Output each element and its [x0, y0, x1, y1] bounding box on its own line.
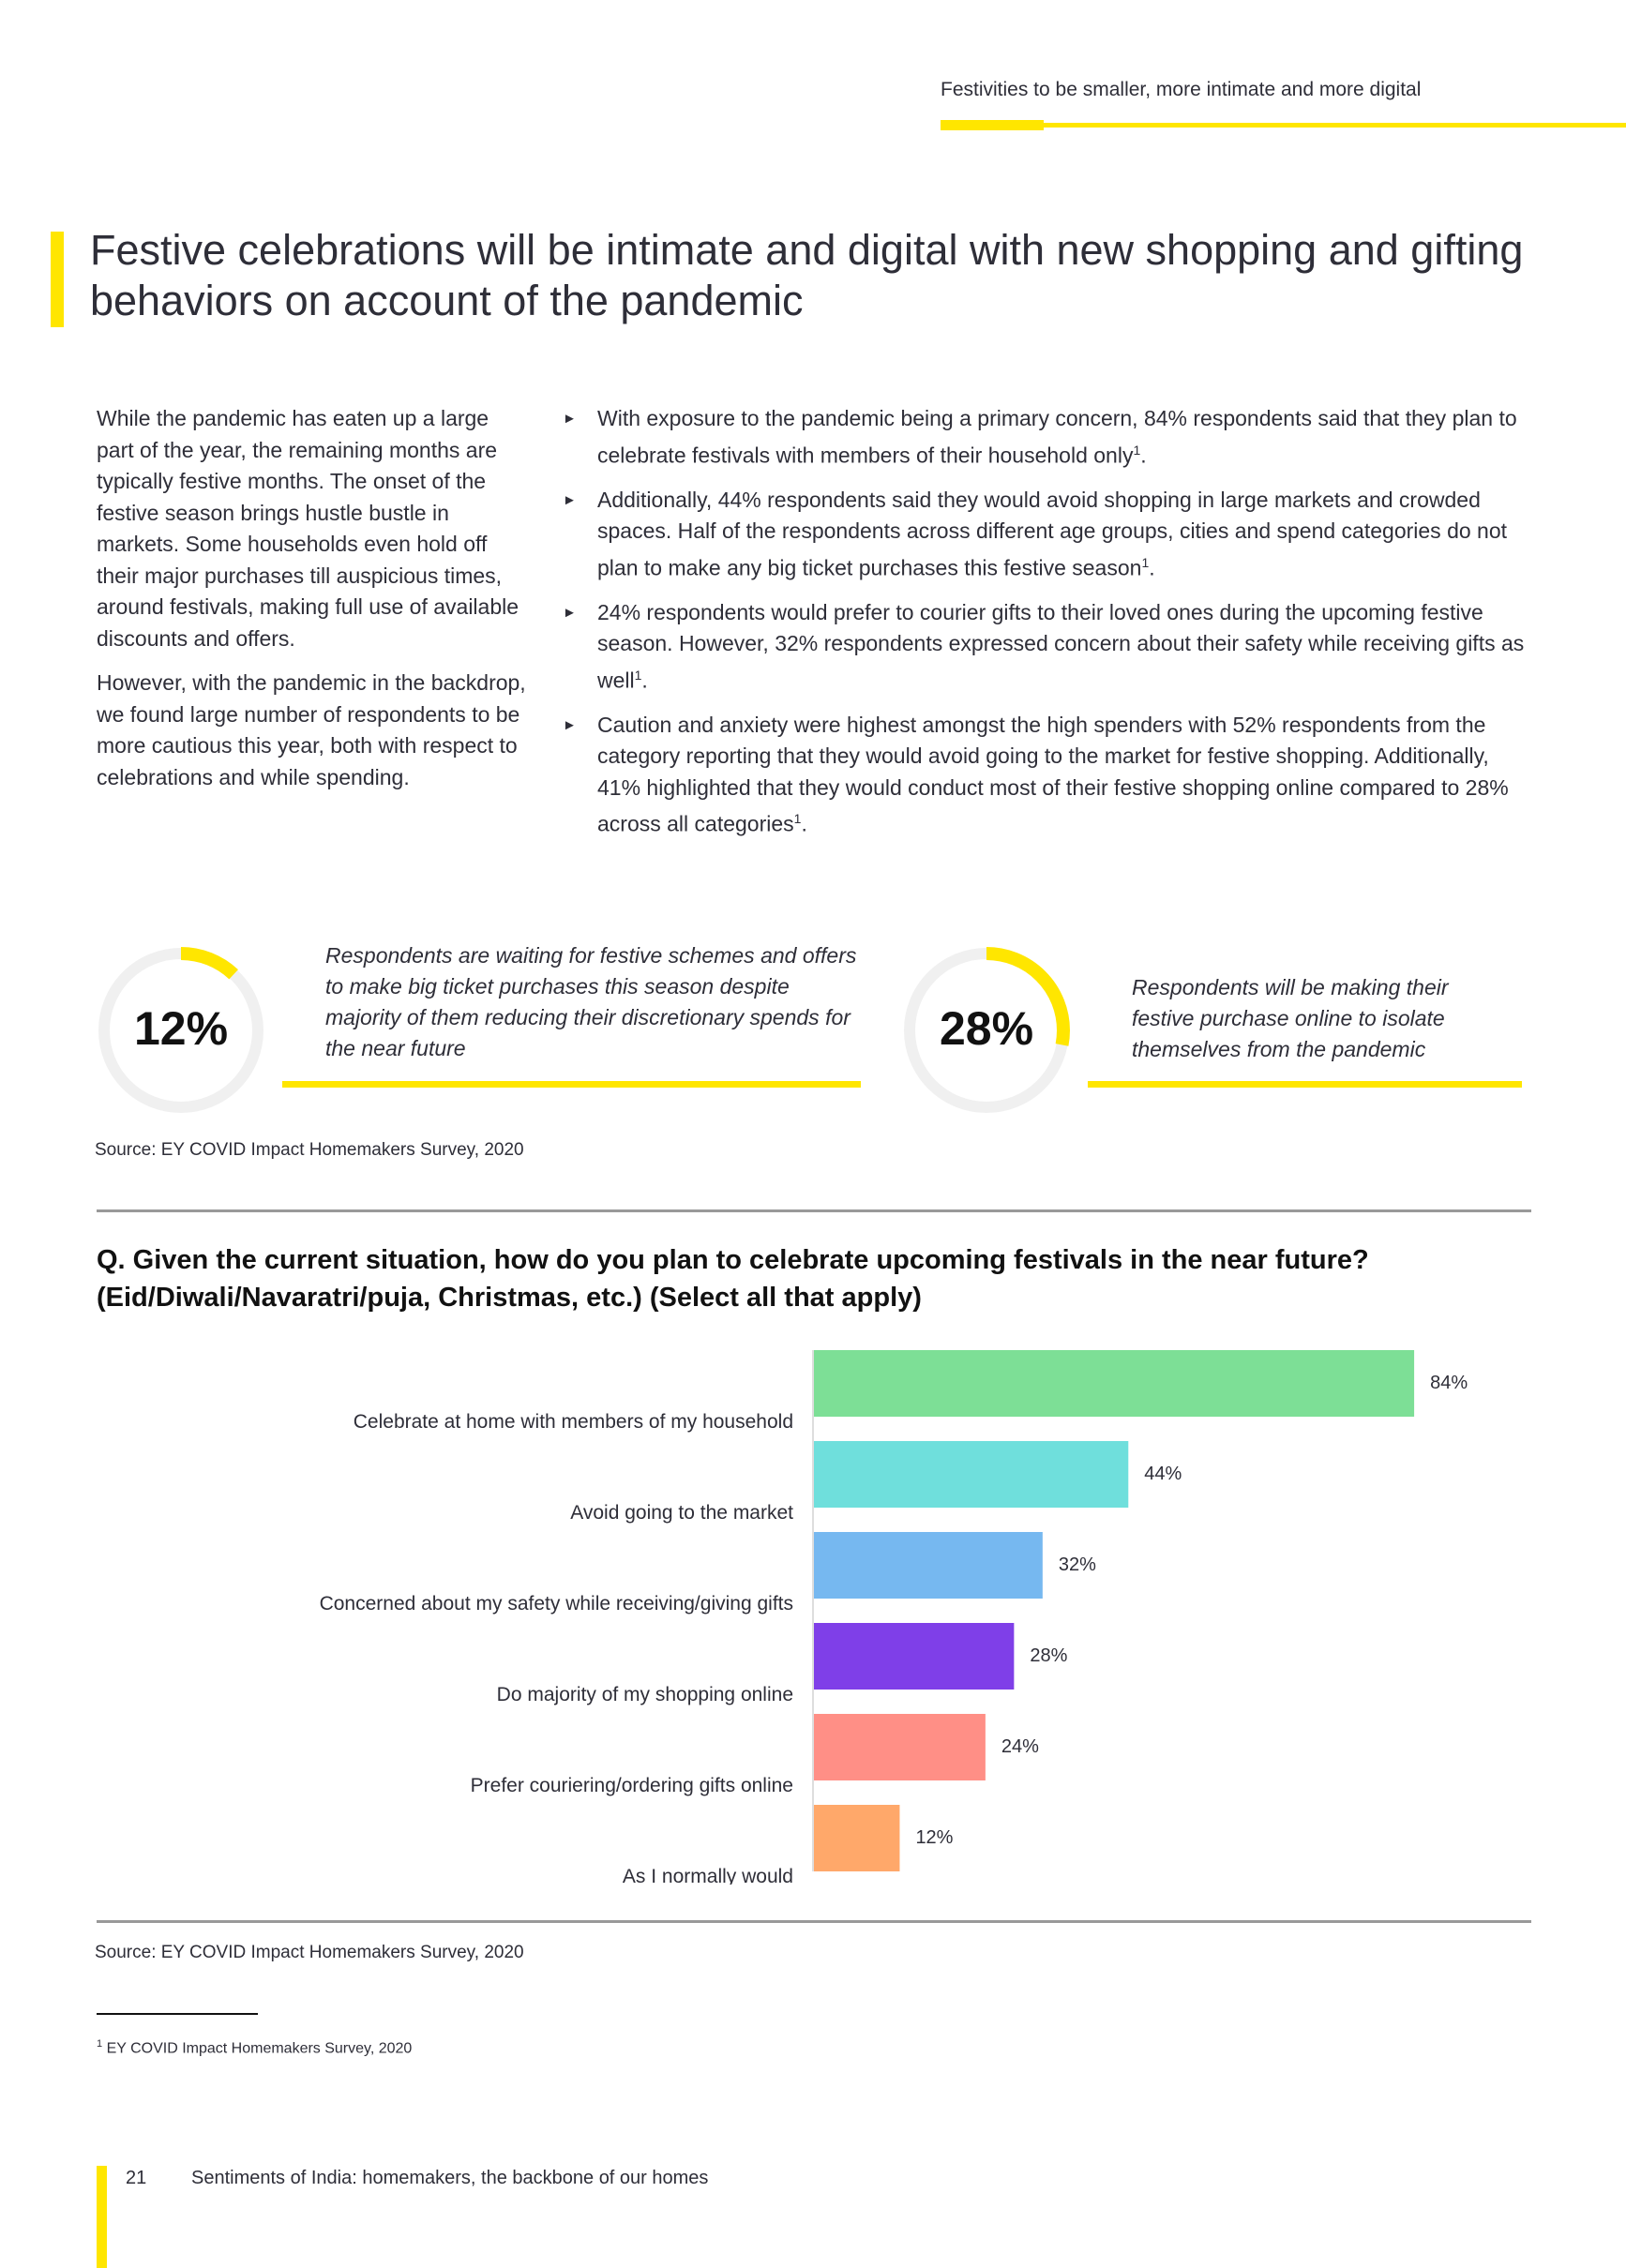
- footnote-text: EY COVID Impact Homemakers Survey, 2020: [106, 2040, 413, 2057]
- footer-accent-bar: [97, 2166, 107, 2268]
- donut-arc: [903, 947, 1070, 1114]
- arrow-bullet-icon: ►: [563, 491, 577, 508]
- data-label: 28%: [1030, 1645, 1067, 1666]
- stat-value: 28%: [939, 1002, 1034, 1055]
- bullet-list: ► With exposure to the pandemic being a p…: [563, 403, 1538, 854]
- category-label: Do majority of my shopping online: [497, 1684, 793, 1705]
- arrow-bullet-icon: ►: [563, 716, 577, 733]
- category-label: Prefer couriering/ordering gifts online: [471, 1775, 793, 1796]
- bullet-item: ► With exposure to the pandemic being a p…: [563, 403, 1538, 472]
- footnote-ref: 1: [1141, 554, 1150, 570]
- bullet-text: With exposure to the pandemic being a pr…: [597, 406, 1517, 468]
- bullet-text: 24% respondents would prefer to courier …: [597, 599, 1525, 693]
- bullet-end: .: [1149, 555, 1155, 580]
- bar: [814, 1532, 1043, 1599]
- stat-caption: Respondents will be making their festive…: [1132, 975, 1449, 1061]
- footnote-rule: [97, 2013, 258, 2015]
- bar: [814, 1350, 1415, 1417]
- data-label: 12%: [915, 1827, 953, 1848]
- survey-question: Q. Given the current situation, how do y…: [97, 1245, 1369, 1313]
- data-label: 84%: [1430, 1373, 1468, 1393]
- page-title: Festive celebrations will be intimate an…: [90, 226, 1524, 324]
- bar: [814, 1441, 1129, 1508]
- bar: [814, 1714, 986, 1780]
- category-label: Avoid going to the market: [570, 1502, 793, 1524]
- footnote-ref: 1: [634, 667, 642, 683]
- intro-text: While the pandemic has eaten up a large …: [97, 403, 528, 806]
- intro-paragraph: However, with the pandemic in the backdr…: [97, 670, 526, 789]
- title-accent-bar: [51, 232, 64, 327]
- arrow-bullet-icon: ►: [563, 411, 577, 427]
- divider: [97, 1920, 1531, 1923]
- footer-title: Sentiments of India: homemakers, the bac…: [191, 2168, 709, 2188]
- donut-12: [98, 947, 264, 1114]
- bar: [814, 1805, 900, 1871]
- footnote: 1 EY COVID Impact Homemakers Survey, 202…: [97, 2038, 412, 2057]
- stat-underline: [282, 1081, 861, 1088]
- header-rule: [941, 123, 1626, 128]
- data-label: 44%: [1144, 1464, 1182, 1484]
- source-note: Source: EY COVID Impact Homemakers Surve…: [95, 1140, 524, 1160]
- footnote-number: 1: [97, 2038, 103, 2050]
- bullet-end: .: [641, 668, 648, 693]
- bullet-item: ► 24% respondents would prefer to courier…: [563, 597, 1538, 697]
- intro-paragraph: While the pandemic has eaten up a large …: [97, 406, 519, 651]
- stat-caption: Respondents are waiting for festive sche…: [325, 943, 857, 1060]
- bullet-item: ► Caution and anxiety were highest amongs…: [563, 710, 1538, 841]
- data-label: 24%: [1001, 1736, 1039, 1757]
- category-label: Concerned about my safety while receivin…: [320, 1593, 793, 1615]
- stat-value: 12%: [133, 1002, 229, 1055]
- category-label: As I normally would: [623, 1866, 793, 1885]
- data-label: 32%: [1059, 1555, 1096, 1575]
- bullet-text: Additionally, 44% respondents said they …: [597, 487, 1508, 580]
- donut-arc: [98, 947, 264, 1114]
- page-number: 21: [126, 2168, 147, 2188]
- bar-chart: 84% Celebrate at home with members of my …: [320, 1350, 1468, 1885]
- section-header: Festivities to be smaller, more intimate…: [941, 79, 1422, 100]
- footnote-ref: 1: [793, 811, 802, 827]
- bar: [814, 1623, 1015, 1690]
- bullet-end: .: [801, 812, 807, 837]
- bullet-end: .: [1140, 443, 1147, 468]
- footnote-ref: 1: [1133, 442, 1141, 458]
- divider: [97, 1209, 1531, 1212]
- category-label: Celebrate at home with members of my hou…: [354, 1411, 793, 1433]
- bullet-item: ► Additionally, 44% respondents said they…: [563, 485, 1538, 584]
- stat-underline: [1088, 1081, 1522, 1088]
- arrow-bullet-icon: ►: [563, 604, 577, 621]
- bullet-text: Caution and anxiety were highest amongst…: [597, 712, 1509, 837]
- donut-28: [903, 947, 1070, 1114]
- source-note: Source: EY COVID Impact Homemakers Surve…: [95, 1943, 524, 1962]
